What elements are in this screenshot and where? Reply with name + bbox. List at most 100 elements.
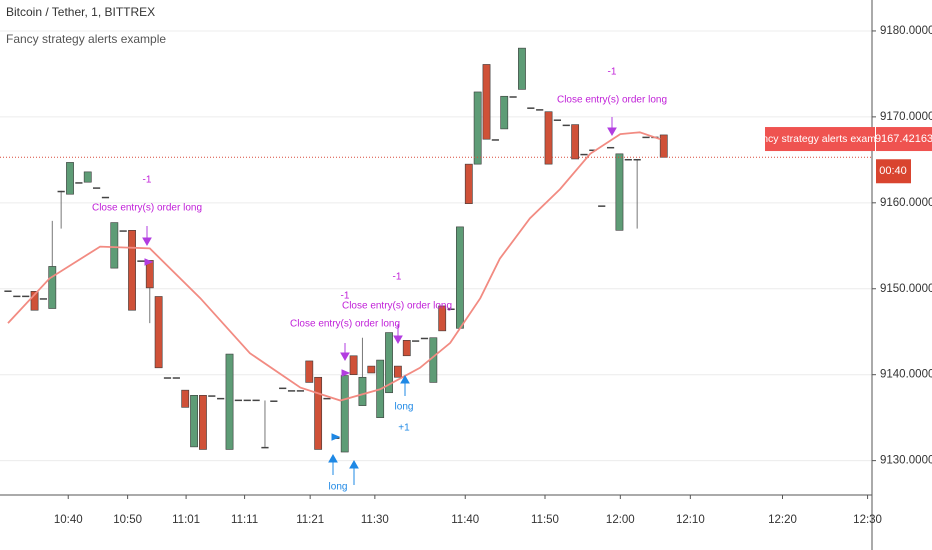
y-tick-label: 9160.00000 bbox=[880, 197, 932, 209]
indicator-name-box bbox=[765, 127, 875, 152]
grid bbox=[0, 30, 872, 462]
exit-qty-label: -1 bbox=[608, 67, 617, 78]
candle-body bbox=[544, 111, 553, 165]
candle-body bbox=[154, 296, 163, 369]
candle-body bbox=[128, 230, 136, 311]
candle-body bbox=[119, 230, 127, 232]
candle-body bbox=[137, 260, 145, 262]
entry-arrows bbox=[328, 374, 410, 485]
candle-body bbox=[190, 395, 198, 448]
candle-body bbox=[633, 158, 641, 161]
candle-body bbox=[589, 149, 597, 152]
candle-body bbox=[340, 375, 349, 453]
candle-body bbox=[199, 395, 207, 450]
candle-body bbox=[48, 266, 57, 309]
indicator-name-label: Fancy strategy alerts example bbox=[750, 133, 890, 145]
candle-body bbox=[13, 295, 21, 298]
x-tick-label: 11:21 bbox=[296, 514, 324, 526]
entry-qty-label: +1 bbox=[398, 423, 410, 434]
candle-body bbox=[30, 291, 39, 311]
candle-body bbox=[296, 390, 305, 392]
candle-body bbox=[571, 124, 580, 160]
candle-body bbox=[225, 353, 234, 450]
plot-area bbox=[4, 47, 668, 453]
candle-body bbox=[83, 171, 92, 183]
x-tick-label: 10:40 bbox=[54, 514, 83, 526]
candle-body bbox=[464, 163, 473, 204]
candle-body bbox=[270, 400, 278, 402]
y-tick-label: 9130.00000 bbox=[880, 455, 932, 467]
candle-body bbox=[110, 222, 119, 269]
candle-body bbox=[261, 446, 269, 449]
candle-body bbox=[438, 305, 447, 332]
candle-body bbox=[287, 390, 296, 392]
candle-body bbox=[22, 295, 30, 298]
exit-qty-label: -1 bbox=[143, 175, 152, 186]
y-tick-label: 9170.00000 bbox=[880, 111, 932, 123]
candle-body bbox=[314, 376, 323, 450]
indicator-line bbox=[7, 131, 661, 402]
y-tick-label: 9150.00000 bbox=[880, 283, 932, 295]
exit-label: Close entry(s) order long bbox=[342, 301, 452, 312]
countdown-label: 00:40 bbox=[879, 165, 907, 177]
x-tick-label: 12:20 bbox=[768, 514, 797, 526]
x-tick-label: 11:01 bbox=[172, 514, 200, 526]
candle-body bbox=[305, 360, 314, 383]
study-title: Fancy strategy alerts example bbox=[6, 32, 166, 46]
candle-body bbox=[234, 399, 242, 402]
candle-body bbox=[447, 308, 455, 311]
symbol-title: Bitcoin / Tether, 1, BITTREX bbox=[6, 5, 155, 19]
exit-arrows bbox=[142, 117, 617, 377]
candle-body bbox=[57, 190, 65, 193]
candle-body bbox=[562, 124, 570, 127]
candle-body bbox=[536, 109, 544, 111]
x-tick-label: 10:50 bbox=[113, 514, 142, 526]
indicator-value-box bbox=[876, 127, 932, 152]
candle-body bbox=[412, 340, 420, 342]
candle-body bbox=[217, 397, 225, 400]
candle-body bbox=[580, 153, 588, 156]
candle-body bbox=[615, 153, 624, 231]
x-tick-label: 12:30 bbox=[853, 514, 882, 526]
candle-body bbox=[39, 298, 48, 300]
candle-body bbox=[4, 290, 12, 292]
candle-body bbox=[606, 146, 615, 149]
y-tick-label: 9180.00000 bbox=[880, 25, 932, 37]
candle-body bbox=[172, 377, 180, 379]
candle-body bbox=[75, 182, 83, 184]
candle-body bbox=[208, 395, 216, 397]
exit-qty-label: -1 bbox=[341, 291, 350, 302]
candle-body bbox=[598, 205, 606, 207]
x-tick-label: 12:00 bbox=[606, 514, 635, 526]
candle-body bbox=[358, 376, 367, 406]
candle-body bbox=[659, 134, 668, 158]
candle-body bbox=[491, 139, 499, 141]
candle-body bbox=[518, 47, 526, 90]
candle-body bbox=[367, 365, 376, 374]
candle-body bbox=[385, 332, 393, 394]
candle-body bbox=[66, 162, 74, 195]
x-tick-label: 11:50 bbox=[531, 514, 559, 526]
x-tick-label: 12:10 bbox=[676, 514, 705, 526]
exit-qty-label: -1 bbox=[393, 272, 402, 283]
candle-body bbox=[349, 355, 358, 375]
candle-body bbox=[553, 119, 562, 121]
candle-body bbox=[500, 95, 509, 130]
candle-body bbox=[429, 337, 438, 383]
candle-body bbox=[181, 389, 190, 408]
candle-body bbox=[145, 260, 154, 289]
candle-body bbox=[420, 337, 429, 340]
candle-body bbox=[252, 399, 260, 402]
indicator-value-label: 9167.42163 bbox=[875, 133, 932, 145]
exit-label: Close entry(s) order long bbox=[290, 319, 400, 330]
candle-body bbox=[243, 399, 251, 402]
candle-body bbox=[642, 136, 650, 139]
y-tick-label: 9140.00000 bbox=[880, 369, 932, 381]
candle-body bbox=[163, 377, 172, 379]
candle-body bbox=[482, 64, 491, 140]
candle-body bbox=[624, 158, 632, 161]
candle-body bbox=[527, 107, 535, 109]
countdown-box bbox=[876, 159, 911, 184]
